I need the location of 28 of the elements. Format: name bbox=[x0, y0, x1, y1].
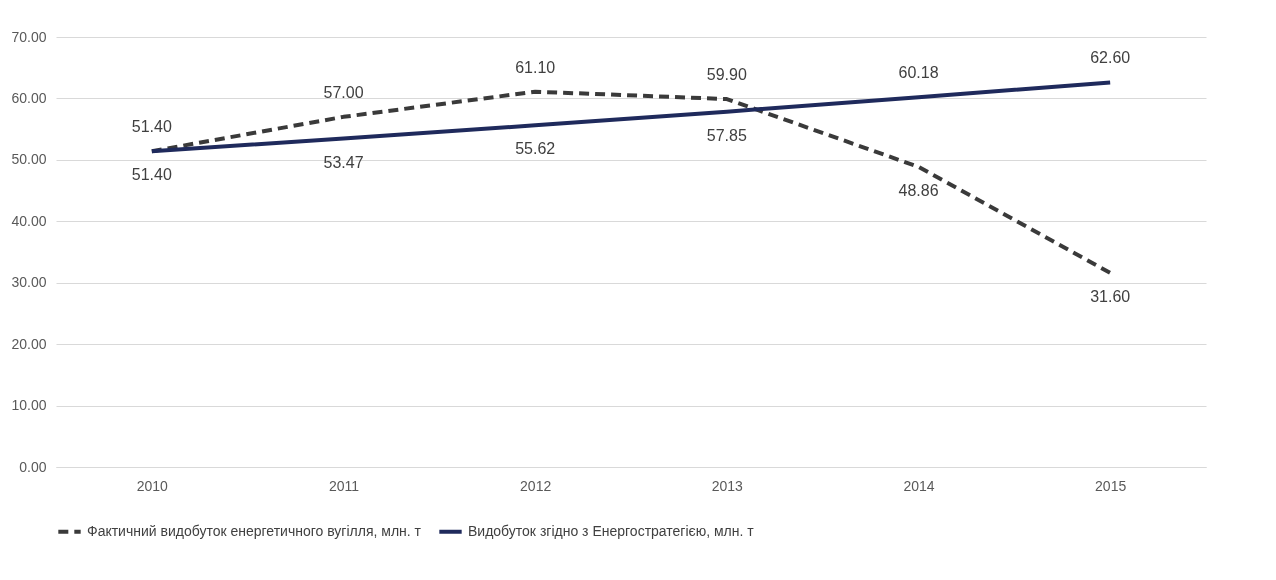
y-tick-label: 30.00 bbox=[11, 274, 47, 291]
x-tick-label: 2014 bbox=[903, 477, 935, 494]
legend-label: Фактичний видобуток енергетичного вугілля, млн. т bbox=[87, 522, 422, 539]
data-label: 51.40 bbox=[131, 166, 172, 184]
data-label: 60.18 bbox=[898, 64, 939, 82]
y-tick-label: 10.00 bbox=[11, 397, 47, 414]
y-tick-label: 40.00 bbox=[11, 212, 47, 229]
data-label: 62.60 bbox=[1090, 49, 1131, 67]
y-tick-label: 20.00 bbox=[11, 335, 47, 352]
data-label: 51.40 bbox=[131, 118, 172, 136]
data-label: 31.60 bbox=[1090, 287, 1131, 305]
data-label: 53.47 bbox=[323, 153, 364, 171]
data-label: 57.00 bbox=[323, 83, 364, 101]
y-tick-label: 60.00 bbox=[11, 89, 47, 106]
data-label: 57.85 bbox=[706, 126, 747, 144]
data-label: 48.86 bbox=[898, 181, 939, 199]
x-tick-label: 2015 bbox=[1095, 477, 1127, 494]
x-tick-label: 2013 bbox=[711, 477, 744, 494]
legend-label: Видобуток згідно з Енергостратегією, млн. т bbox=[468, 522, 755, 539]
x-tick-label: 2010 bbox=[136, 477, 169, 494]
y-tick-label: 50.00 bbox=[11, 151, 47, 168]
y-tick-label: 0.00 bbox=[19, 458, 47, 475]
data-label: 61.10 bbox=[515, 58, 556, 76]
x-tick-label: 2011 bbox=[328, 477, 360, 494]
x-tick-label: 2012 bbox=[520, 477, 552, 494]
y-tick-label: 70.00 bbox=[11, 28, 47, 45]
data-label: 55.62 bbox=[515, 140, 556, 158]
data-label: 59.90 bbox=[706, 66, 747, 84]
